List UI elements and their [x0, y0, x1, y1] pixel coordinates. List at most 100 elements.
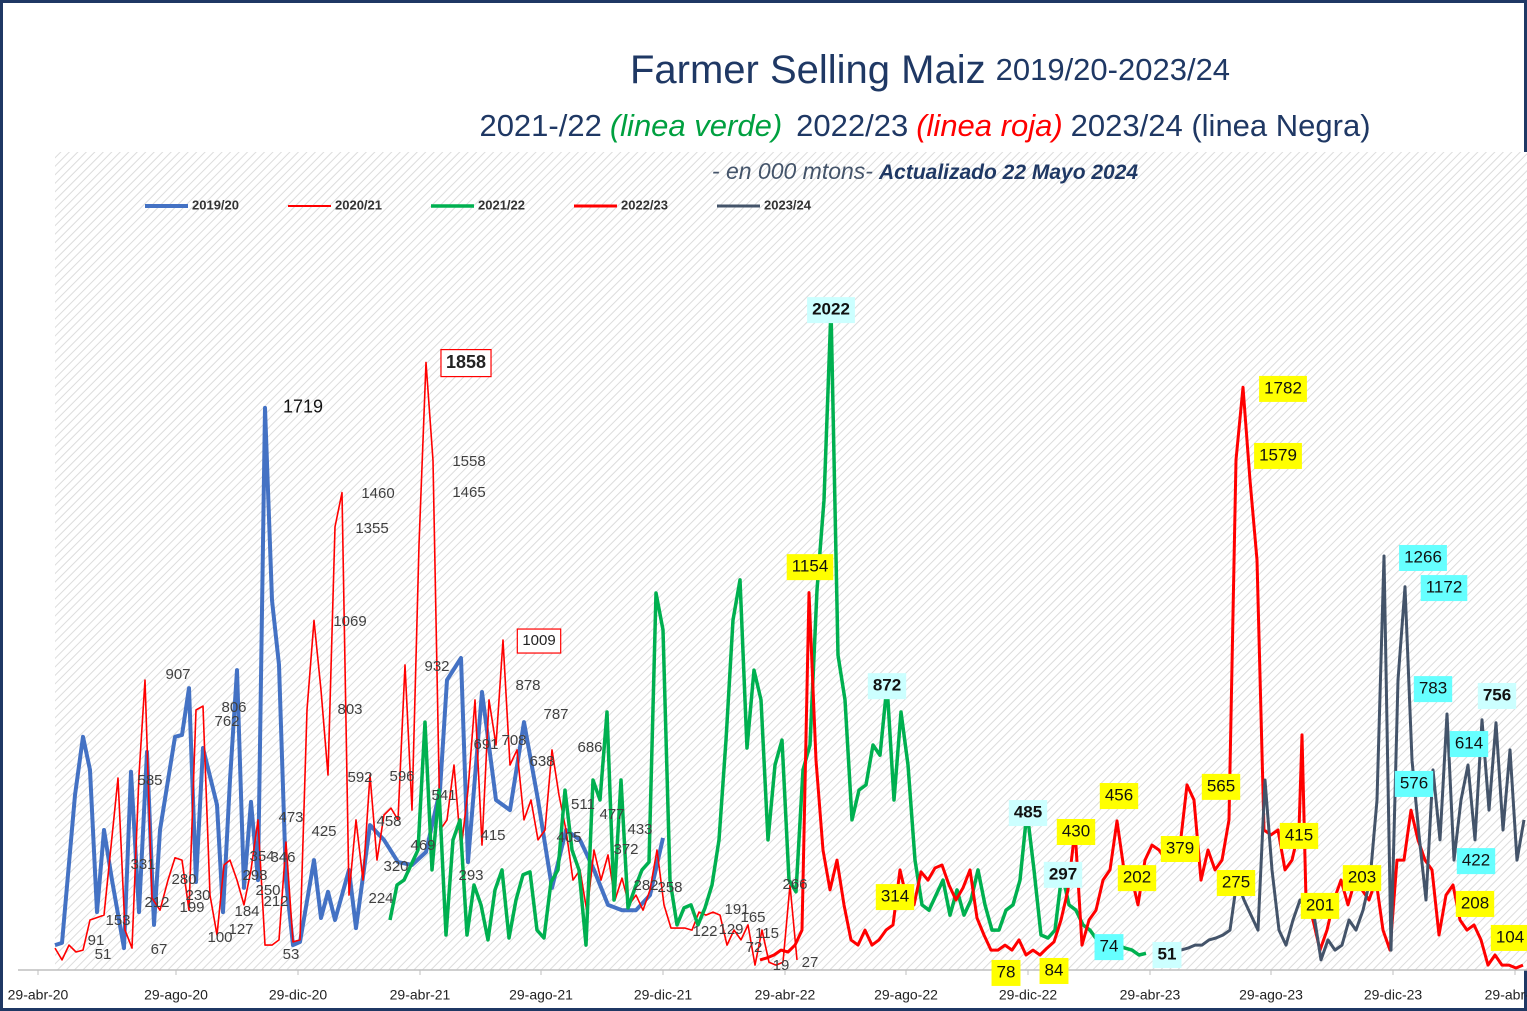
data-label: 191 — [724, 901, 749, 918]
data-label: 250 — [255, 882, 280, 899]
label-box — [440, 348, 492, 378]
legend-label: 2022/23 — [621, 197, 668, 212]
label-box — [1117, 865, 1157, 892]
series-line — [759, 385, 1524, 970]
label-box — [1413, 676, 1453, 703]
data-label: 78 — [997, 962, 1016, 981]
x-tick-label: 29-abr-22 — [755, 987, 816, 1003]
data-label: 1355 — [355, 520, 388, 537]
x-tick-label: 29-abr-23 — [1120, 987, 1181, 1003]
data-label: 585 — [137, 772, 162, 789]
data-label: 430 — [1062, 821, 1090, 840]
data-label: 258 — [657, 879, 682, 896]
subtitle: 2021-/22 (linea verde) 2022/23 (linea roja)… — [479, 108, 1370, 143]
data-label: 783 — [1419, 679, 1447, 698]
label-box — [1490, 924, 1527, 951]
data-label: 372 — [613, 841, 638, 858]
data-label: 184 — [234, 903, 259, 920]
data-label: 473 — [278, 809, 303, 826]
data-label: 485 — [1014, 803, 1042, 822]
data-label: 477 — [599, 806, 624, 823]
label-box — [1394, 770, 1434, 797]
data-label: 907 — [165, 666, 190, 683]
data-label: 1172 — [1426, 578, 1463, 597]
data-label: 208 — [1461, 893, 1489, 912]
data-label: 72 — [746, 939, 763, 956]
label-box — [1399, 544, 1447, 571]
label-box — [1342, 865, 1382, 892]
data-label: 425 — [311, 823, 336, 840]
data-label: 1465 — [452, 484, 485, 501]
data-label: 104 — [1496, 927, 1524, 946]
data-label: 74 — [1100, 937, 1119, 956]
title-suffix: 2019/20-2023/24 — [996, 52, 1230, 87]
data-label: 638 — [529, 753, 554, 770]
label-box — [1160, 836, 1200, 863]
label-box — [1449, 731, 1489, 758]
label-box — [1216, 870, 1256, 897]
label-box — [1094, 934, 1124, 961]
legend-label: 2021/22 — [478, 197, 525, 212]
data-label: 878 — [515, 677, 540, 694]
data-label: 199 — [179, 899, 204, 916]
series-line — [54, 361, 798, 966]
x-tick-label: 29-dic-20 — [269, 987, 328, 1003]
label-box — [1477, 682, 1517, 709]
label-box — [1259, 375, 1307, 402]
data-label: 405 — [556, 829, 581, 846]
x-tick-label: 29-abr-21 — [390, 987, 451, 1003]
data-label: 275 — [1222, 873, 1250, 892]
data-label: 2022 — [812, 300, 850, 319]
label-box — [1043, 861, 1083, 888]
data-label: 592 — [347, 769, 372, 786]
data-label: 201 — [1306, 895, 1334, 914]
label-box — [1279, 822, 1319, 849]
label-box — [807, 297, 855, 324]
data-label: 115 — [755, 925, 779, 942]
label-box — [1456, 848, 1496, 875]
label-box — [1455, 890, 1495, 917]
data-label: 127 — [228, 921, 253, 938]
data-label: 803 — [337, 701, 362, 718]
label-box — [1254, 442, 1302, 469]
note: - en 000 mtons- Actualizado 22 Mayo 2024 — [712, 158, 1139, 184]
data-label: 1069 — [333, 613, 366, 630]
data-label: 1460 — [361, 485, 394, 502]
title-main: Farmer Selling Maiz — [630, 48, 986, 92]
data-label: 511 — [571, 796, 595, 813]
chart-title: Farmer Selling Maiz 2019/20-2023/24 — [630, 48, 1230, 92]
data-label: 51 — [1158, 944, 1177, 963]
label-box — [875, 884, 915, 911]
data-label: 1858 — [446, 352, 486, 372]
data-label: 1579 — [1259, 445, 1297, 464]
data-label: 1009 — [522, 632, 555, 649]
data-label: 872 — [873, 676, 901, 695]
data-label: 153 — [105, 912, 130, 929]
x-tick-label: 29-abr-20 — [8, 987, 69, 1003]
data-label: 379 — [1166, 838, 1194, 857]
data-label: 280 — [171, 871, 196, 888]
legend-label: 2019/20 — [192, 197, 239, 212]
subtitle-part: 2023/24 (linea Negra) — [1071, 108, 1371, 143]
label-box — [516, 628, 562, 654]
x-tick-label: 29-ago-20 — [144, 987, 208, 1003]
label-box — [1008, 800, 1048, 827]
data-label: 1782 — [1264, 378, 1302, 397]
data-label: 298 — [242, 867, 267, 884]
note-part: - en 000 mtons- — [712, 158, 873, 184]
data-label: 541 — [431, 787, 456, 804]
data-labels: 1719 1858 1009 2022 1154 872 485 297 1782 1579 126… — [88, 297, 1527, 986]
data-label: 165 — [740, 909, 765, 926]
label-box — [1099, 783, 1139, 810]
data-label: 469 — [410, 837, 435, 854]
data-label: 354 — [249, 848, 274, 865]
subtitle-part: 2021-/22 — [479, 108, 601, 143]
data-label: 708 — [501, 732, 526, 749]
label-box — [1420, 575, 1468, 602]
data-label: 212 — [144, 894, 169, 911]
note-part: Actualizado 22 Mayo 2024 — [878, 161, 1138, 184]
data-label: 84 — [1045, 960, 1064, 979]
data-label: 293 — [458, 867, 483, 884]
x-tick-label: 29-abr-24 — [1485, 987, 1527, 1003]
